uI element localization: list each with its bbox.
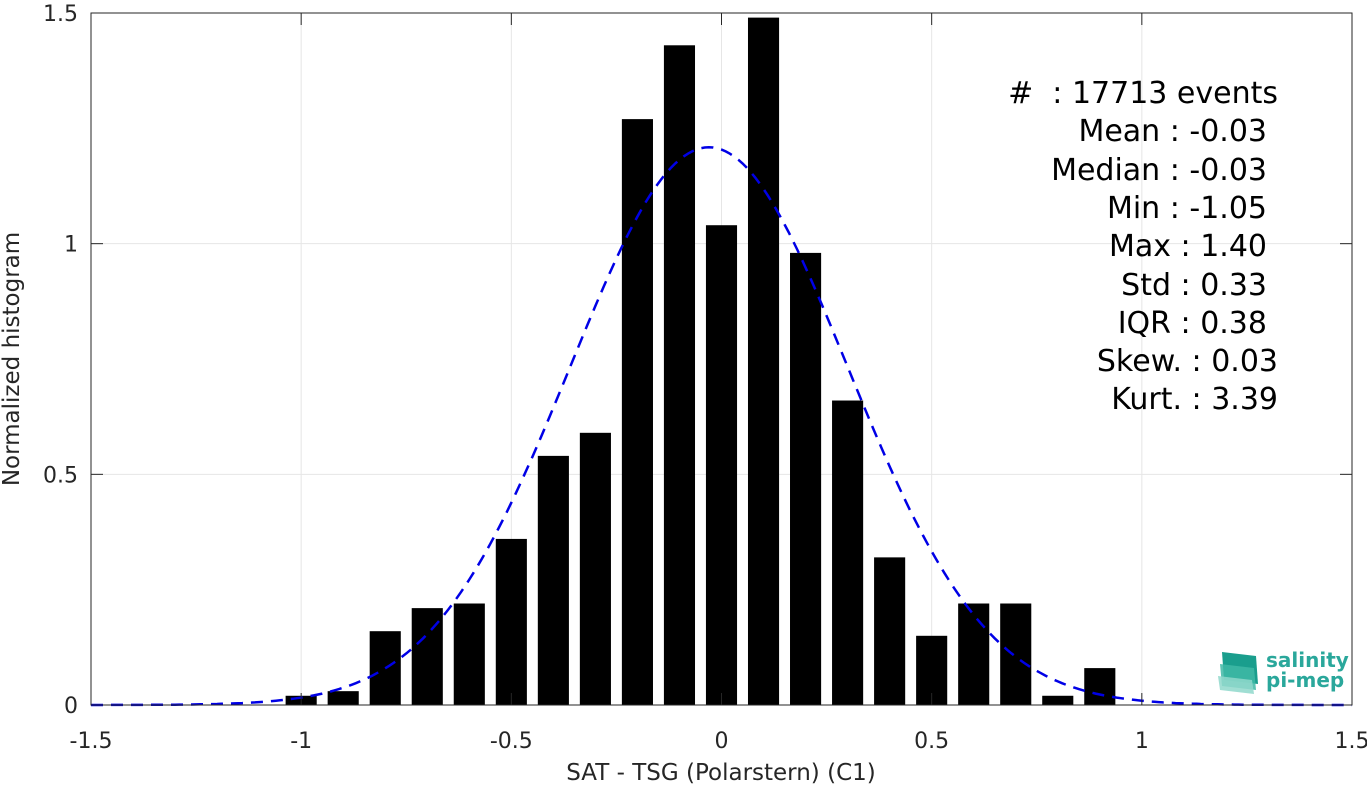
- histogram-bar: [453, 603, 485, 705]
- logo-salinity-text: salinity: [1266, 648, 1349, 672]
- histogram-bars: [285, 17, 1116, 706]
- x-tick-label: 0.5: [914, 729, 949, 754]
- histogram-bar: [958, 603, 990, 705]
- histogram-bar: [874, 557, 906, 705]
- stat-skew: Skew. : 0.03: [1097, 344, 1278, 379]
- x-tick-label: 1: [1135, 729, 1149, 754]
- y-axis-label: Normalized histogram: [0, 232, 25, 486]
- stat-min: Min : -1.05: [1107, 191, 1267, 226]
- histogram-bar: [705, 225, 738, 706]
- histogram-bar: [1000, 603, 1032, 705]
- salinity-pimep-logo: salinity pi-mep: [1218, 648, 1349, 694]
- x-tick-label: -1.5: [70, 729, 113, 754]
- histogram-bar: [495, 538, 527, 705]
- stat-events: # : 17713 events: [1008, 76, 1278, 111]
- logo-pimep-text: pi-mep: [1266, 668, 1344, 692]
- x-tick-label: -0.5: [490, 729, 533, 754]
- tick-labels: -1.5 -1 -0.5 0 0.5 1 1.5 0 0.5 1 1.5: [43, 2, 1367, 754]
- x-axis-label: SAT - TSG (Polarstern) (C1): [566, 760, 875, 785]
- histogram-bar: [832, 400, 864, 705]
- histogram-bar: [1084, 668, 1116, 705]
- y-tick-label: 0: [64, 694, 78, 719]
- x-tick-label: 0: [715, 729, 729, 754]
- stat-max: Max : 1.40: [1109, 229, 1267, 264]
- histogram-bar: [537, 455, 569, 705]
- histogram-bar: [621, 119, 653, 705]
- histogram-bar: [663, 45, 696, 705]
- y-tick-label: 0.5: [43, 463, 78, 488]
- stat-median: Median : -0.03: [1051, 153, 1267, 188]
- histogram-bar: [790, 252, 822, 706]
- axes-frame: [90, 12, 1353, 706]
- wave-logo-icon: [1218, 652, 1258, 694]
- x-tick-label: 1.5: [1335, 729, 1367, 754]
- histogram-bar: [579, 432, 611, 705]
- histogram-bar: [747, 17, 780, 705]
- stat-kurt: Kurt. : 3.39: [1111, 382, 1278, 417]
- x-tick-label: -1: [290, 729, 312, 754]
- histogram-bar: [1042, 695, 1074, 705]
- y-tick-label: 1.5: [43, 2, 78, 27]
- stat-iqr: IQR : 0.38: [1118, 306, 1267, 341]
- y-tick-label: 1: [64, 233, 78, 258]
- stat-std: Std : 0.33: [1121, 268, 1267, 303]
- stats-box: # : 17713 events Mean : -0.03 Median : -…: [1008, 76, 1278, 417]
- histogram-bar: [327, 691, 359, 705]
- stat-mean: Mean : -0.03: [1078, 114, 1267, 149]
